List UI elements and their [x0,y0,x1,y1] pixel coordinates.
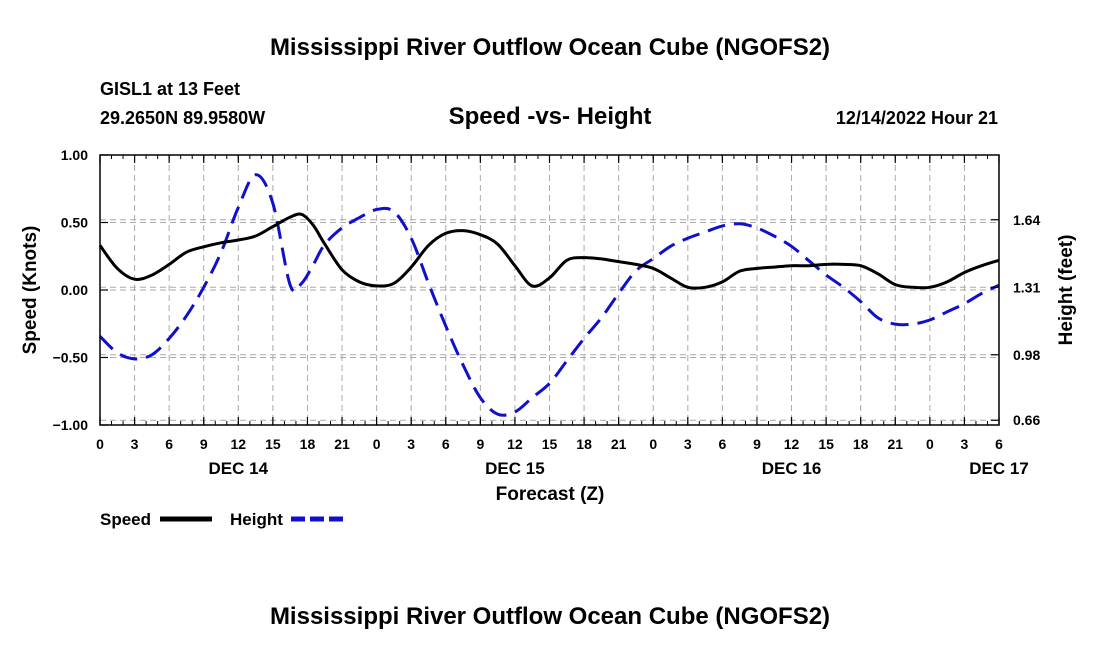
x-tick-label: 18 [853,436,869,452]
x-tick-label: 9 [476,436,484,452]
x-tick-label: 21 [611,436,627,452]
x-tick-label: 6 [718,436,726,452]
x-tick-label: 0 [373,436,381,452]
y-left-tick-label: 1.00 [61,147,88,163]
x-tick-label: 9 [200,436,208,452]
page-title: Mississippi River Outflow Ocean Cube (NG… [270,34,830,61]
x-tick-label: 9 [753,436,761,452]
y-left-tick-label: 0.50 [61,215,88,231]
x-tick-label: 0 [649,436,657,452]
run-timestamp: 12/14/2022 Hour 21 [836,108,998,128]
x-tick-label: 21 [334,436,350,452]
tick-marks [99,154,1000,426]
x-tick-label: 0 [96,436,104,452]
x-tick-label: 3 [961,436,969,452]
x-tick-label: 18 [576,436,592,452]
footer-title: Mississippi River Outflow Ocean Cube (NG… [270,603,830,630]
y-left-tick-label: −1.00 [53,417,89,433]
date-label: DEC 17 [969,459,1029,478]
series-group [98,173,1000,417]
date-label: DEC 14 [209,459,269,478]
x-tick-label: 12 [507,436,523,452]
x-tick-label: 6 [995,436,1003,452]
x-tick-label: 3 [407,436,415,452]
legend: Speed Height [100,510,343,529]
x-tick-label: 3 [131,436,139,452]
legend-label-height: Height [230,510,283,529]
station-name: GISL1 at 13 Feet [100,79,240,99]
y-left-tick-label: 0.00 [61,282,88,298]
y-right-tick-label: 0.66 [1013,412,1040,428]
x-tick-label: 15 [542,436,558,452]
x-tick-label: 6 [442,436,450,452]
legend-label-speed: Speed [100,510,151,529]
x-tick-label: 15 [818,436,834,452]
x-tick-label: 6 [165,436,173,452]
x-tick-label: 0 [926,436,934,452]
station-coords: 29.2650N 89.9580W [100,108,265,128]
y-right-tick-label: 1.64 [1013,212,1040,228]
series-line-speed [98,212,1000,290]
date-label: DEC 16 [762,459,822,478]
y-left-tick-label: −0.50 [53,350,89,366]
y-axis-left-label: Speed (Knots) [20,226,41,355]
date-label: DEC 15 [485,459,545,478]
x-tick-label: 12 [784,436,800,452]
y-axis-right-label: Height (feet) [1056,235,1077,346]
y-right-tick-label: 0.98 [1013,347,1040,363]
x-tick-label: 15 [265,436,281,452]
x-tick-label: 3 [684,436,692,452]
x-tick-label: 12 [231,436,247,452]
x-tick-label: 21 [887,436,903,452]
y-right-tick-label: 1.31 [1013,279,1040,295]
x-axis-label: Forecast (Z) [496,484,605,505]
grid-lines [100,155,999,425]
chart-title: Speed -vs- Height [449,103,652,130]
x-tick-label: 18 [300,436,316,452]
tick-labels: 0 3 6 9 12 15 18 21 0 3 6 9 12 15 18 21 0 3 6 9 12 15 18 21 0 3 6 −… [53,147,1041,478]
series-line-height [98,173,1000,417]
